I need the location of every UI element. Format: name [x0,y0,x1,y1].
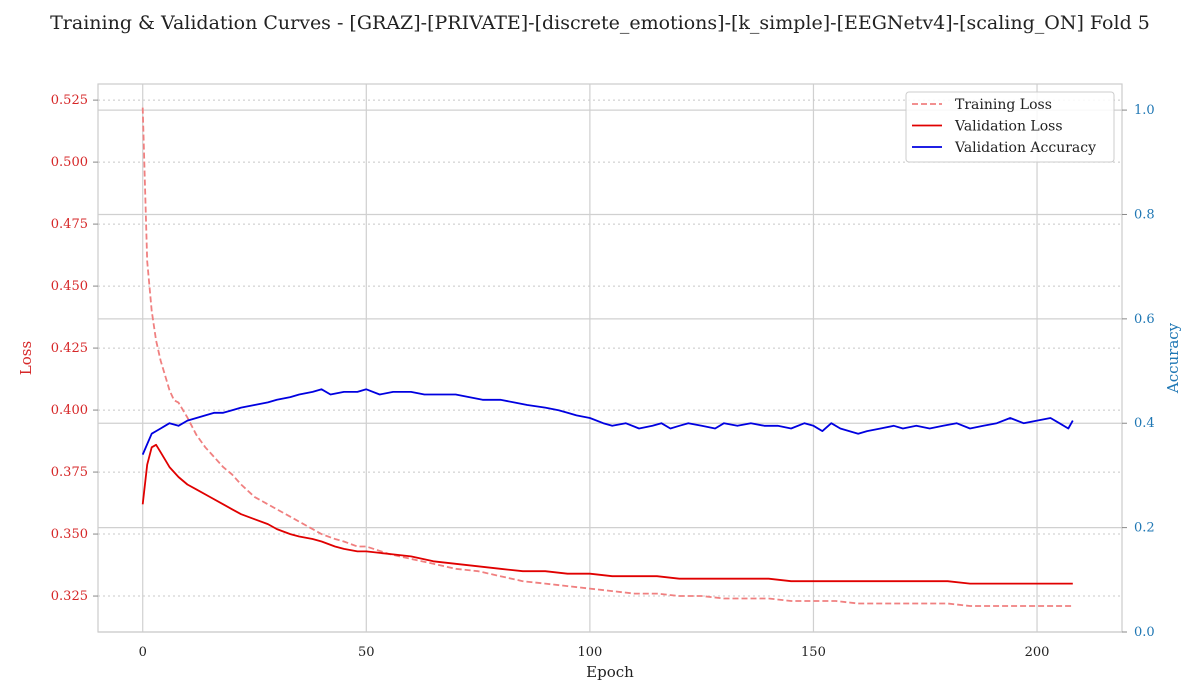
left-y-tick-label: 0.400 [51,403,88,418]
left-y-tick-label: 0.350 [51,527,88,542]
x-tick-label: 50 [358,645,375,660]
left-y-tick-label: 0.325 [51,589,88,604]
right-y-axis-title: Accuracy [1164,322,1182,394]
right-y-tick-label: 0.8 [1134,207,1155,222]
right-y-tick-label: 0.6 [1134,312,1155,327]
left-y-tick-label: 0.450 [51,279,88,294]
left-y-axis-title: Loss [17,341,35,375]
left-y-tick-label: 0.375 [51,465,88,480]
left-y-tick-label: 0.475 [51,217,88,232]
right-y-tick-label: 1.0 [1134,103,1155,118]
plot-frame [97,83,1123,633]
x-tick-label: 150 [801,645,826,660]
series-line-validation-accuracy [141,388,1074,455]
x-tick-label: 200 [1025,645,1050,660]
left-y-tick-label: 0.525 [51,93,88,108]
right-y-axis-ticks: 0.0 0.2 0.4 0.6 0.8 1.0 [1122,103,1155,640]
legend: Training Loss Validation Loss Validation A… [905,91,1115,163]
left-y-tick-label: 0.425 [51,341,88,356]
chart-title: Training & Validation Curves - [GRAZ]-[P… [50,12,1150,34]
legend-entry: Training Loss [955,97,1052,113]
series-layer [141,107,1074,607]
series-line-validation-loss [141,443,1073,585]
legend-box [905,91,1115,163]
grid-lines [98,84,1122,633]
series-line-training-loss [141,107,1073,607]
x-tick-label: 100 [577,645,602,660]
left-y-tick-label: 0.500 [51,155,88,170]
legend-entry: Validation Loss [954,119,1063,135]
left-y-axis-ticks: 0.325 0.350 0.375 0.400 0.425 0.450 0.475 0.500… [51,93,98,604]
right-y-tick-label: 0.4 [1134,416,1155,431]
right-y-tick-label: 0.0 [1134,625,1155,640]
legend-entry: Validation Accuracy [954,140,1096,156]
x-tick-label: 0 [139,645,147,660]
x-axis-ticks: 0 50 100 150 200 [139,645,1050,660]
right-y-tick-label: 0.2 [1134,521,1155,536]
x-axis-title: Epoch [586,663,634,681]
